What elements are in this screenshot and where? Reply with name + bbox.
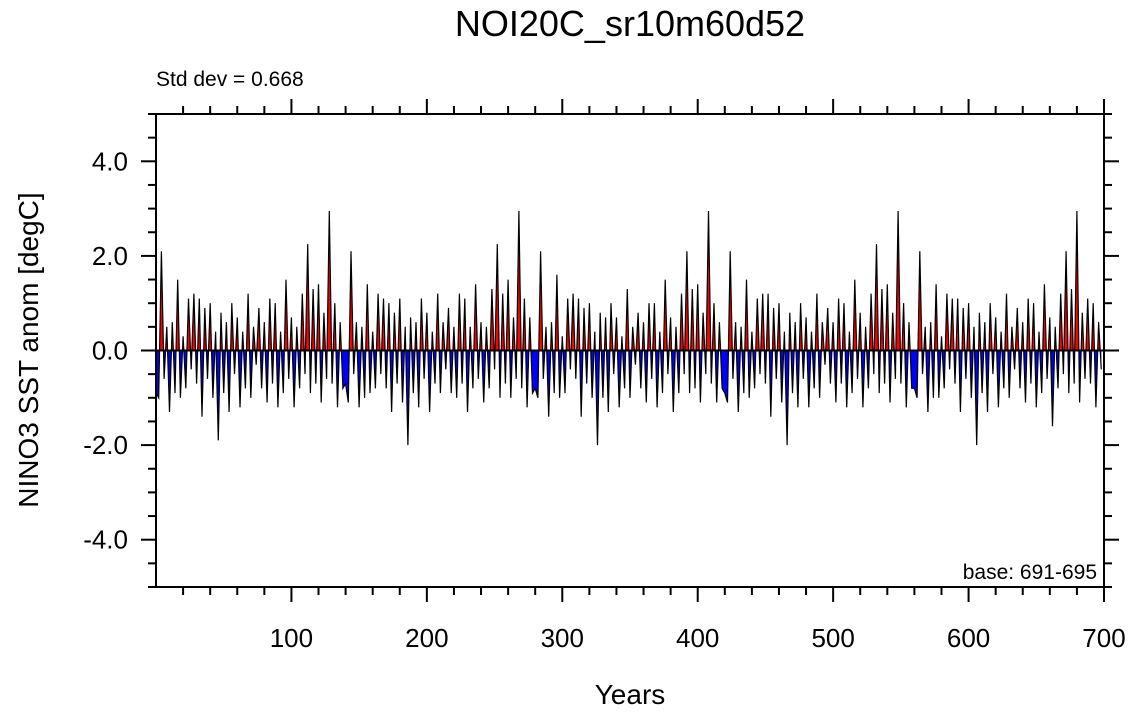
- x-tick-label: 100: [270, 623, 313, 653]
- x-tick-label: 300: [541, 623, 584, 653]
- plot-frame: [155, 113, 1105, 588]
- std-dev-annotation: Std dev = 0.668: [156, 68, 304, 91]
- y-tick-label: -4.0: [83, 525, 128, 555]
- x-tick-label: 600: [947, 623, 990, 653]
- x-tick-label: 700: [1082, 623, 1125, 653]
- y-tick-label: -2.0: [83, 430, 128, 460]
- x-tick-label: 500: [811, 623, 854, 653]
- chart-title: NOI20C_sr10m60d52: [455, 3, 805, 44]
- y-axis-label: NINO3 SST anom [degC]: [13, 192, 44, 507]
- x-tick-label: 200: [405, 623, 448, 653]
- y-tick-label: 2.0: [92, 241, 128, 271]
- x-axis-label: Years: [595, 679, 666, 710]
- anomaly-series-line: [155, 210, 1102, 446]
- y-tick-label: 4.0: [92, 146, 128, 176]
- positive-anomaly-fill: [156, 211, 1102, 351]
- x-tick-label: 400: [676, 623, 719, 653]
- base-annotation: base: 691-695: [963, 561, 1097, 584]
- y-tick-label: 0.0: [92, 336, 128, 366]
